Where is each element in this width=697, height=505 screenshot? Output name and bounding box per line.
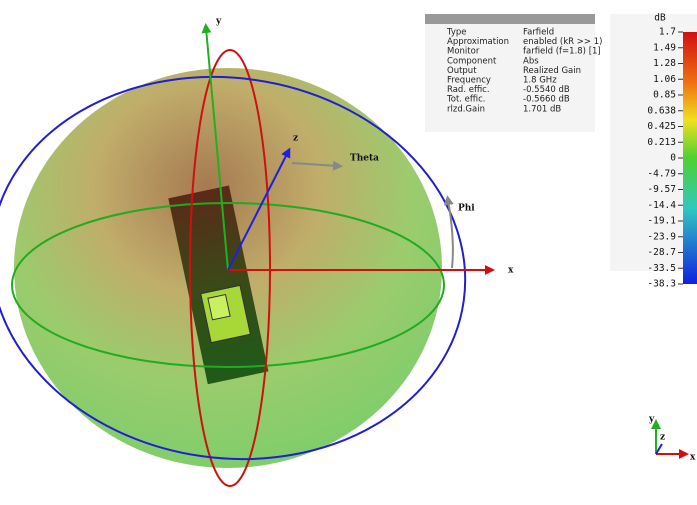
colorbar-label: 0.213: [647, 137, 676, 148]
info-label: Component: [447, 56, 497, 66]
info-label: Monitor: [447, 47, 480, 57]
colorbar-label: 0.425: [647, 121, 676, 132]
colorbar-label: 1.28: [653, 58, 676, 69]
colorbar-label: -4.79: [647, 168, 676, 179]
info-label: Approximation: [447, 37, 509, 47]
info-value: -0.5540 dB: [523, 85, 570, 95]
colorbar-label: -28.7: [647, 247, 676, 258]
info-value: 1.8 GHz: [523, 76, 557, 86]
info-label: Frequency: [447, 76, 491, 86]
axis-label: Phi: [458, 204, 475, 214]
colorbar: dB 1.7 1.49 1.28 1.06 0.85 0.638 0.425 0.213 0 -4…: [610, 13, 697, 290]
info-label: Type: [446, 28, 467, 38]
info-value: farfield (f=1.8) [1]: [523, 47, 601, 57]
info-value: Abs: [523, 56, 539, 66]
triad: y z x: [648, 415, 696, 463]
axis-label: z: [293, 134, 298, 144]
info-value: 1.701 dB: [523, 104, 561, 114]
axis-label: y: [215, 17, 222, 27]
info-value: -0.5660 dB: [523, 95, 570, 105]
triad-label: x: [690, 453, 696, 463]
colorbar-label: -19.1: [647, 216, 676, 227]
pattern: [0, 23, 495, 487]
colorbar-label: -38.3: [647, 279, 676, 290]
colorbar-label: -14.4: [647, 200, 676, 211]
info-label: Tot. effic.: [446, 95, 486, 105]
colorbar-label: -23.9: [647, 231, 676, 242]
colorbar-label: 0.638: [647, 105, 676, 116]
colorbar-label: 1.7: [659, 27, 676, 38]
colorbar-label: 1.06: [653, 74, 676, 85]
info-label: rlzd.Gain: [447, 104, 485, 114]
axis-label: x: [508, 266, 514, 276]
info-value: Farfield: [523, 28, 554, 38]
info-label: Rad. effic.: [447, 85, 490, 95]
triad-label: y: [648, 415, 655, 425]
triad-label: z: [660, 433, 665, 443]
info-label: Output: [447, 66, 477, 76]
colorbar-label: 0: [670, 153, 676, 164]
axis-label: Theta: [350, 154, 379, 164]
colorbar-label: -33.5: [647, 263, 676, 274]
info-panel: Type Farfield Approximation enabled (kR >> …: [425, 14, 602, 132]
info-value: enabled (kR >> 1): [523, 37, 602, 47]
colorbar-label: -9.57: [647, 184, 676, 195]
colorbar-unit: dB: [654, 13, 666, 24]
colorbar-label: 1.49: [653, 42, 676, 53]
info-value: Realized Gain: [523, 66, 581, 76]
colorbar-label: 0.85: [653, 90, 676, 101]
